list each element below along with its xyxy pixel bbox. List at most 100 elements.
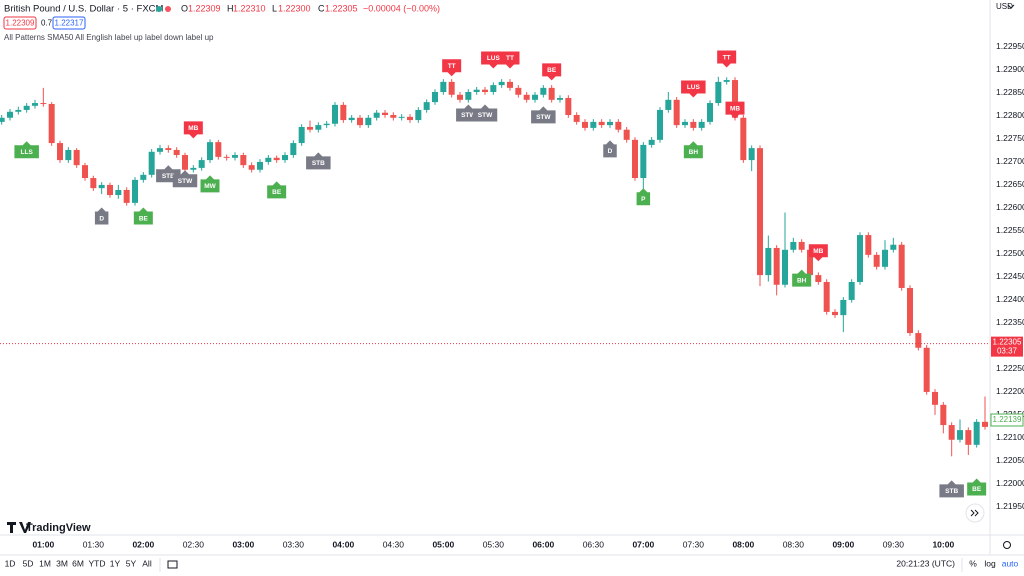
pattern-label-text: BH — [797, 277, 807, 284]
candle-body — [690, 121, 697, 128]
candle-body — [240, 155, 247, 166]
candle-body — [23, 105, 30, 110]
candle-body — [423, 102, 430, 110]
range-button[interactable]: 1D — [5, 558, 16, 568]
pattern-label — [172, 170, 198, 188]
candle-body — [573, 115, 580, 122]
candle-body — [582, 121, 588, 128]
candle-body — [257, 161, 263, 170]
candle-body — [340, 104, 347, 121]
candle-body — [48, 103, 55, 144]
currency-caret — [1007, 4, 1015, 9]
candle-body — [198, 160, 205, 168]
range-button[interactable]: 5D — [23, 558, 34, 568]
y-tick-label: 1.22100 — [996, 432, 1024, 442]
candle-body — [832, 311, 838, 316]
candle-body — [648, 139, 655, 145]
candle-body — [923, 347, 930, 392]
pattern-label-text: LUS — [687, 84, 701, 91]
pattern-label-text: LUS — [487, 55, 501, 62]
candle-body — [565, 97, 572, 116]
pattern-label — [717, 50, 737, 68]
y-tick-label: 1.22250 — [996, 363, 1024, 373]
pattern-label-text: TT — [506, 55, 514, 62]
candle-body — [965, 430, 972, 445]
x-tick-label: 06:30 — [583, 539, 605, 549]
candle-body — [907, 287, 913, 334]
pattern-label-text: STW — [461, 112, 476, 119]
candle-body — [940, 404, 947, 426]
y-tick-label: 1.22050 — [996, 455, 1024, 465]
pattern-label-text: P — [641, 196, 646, 203]
candle-body — [732, 80, 738, 118]
candle-body — [823, 281, 830, 312]
candle-body — [982, 421, 988, 427]
logo-text: TradingView — [26, 522, 91, 534]
pattern-label — [306, 152, 331, 170]
pattern-label-text: STW — [478, 112, 493, 119]
range-button[interactable]: 3M — [56, 558, 68, 568]
scroll-button[interactable] — [965, 503, 985, 523]
pattern-label — [133, 207, 153, 225]
candle-body — [682, 121, 688, 126]
candle-body — [65, 149, 72, 161]
candle-body — [7, 111, 13, 118]
x-tick-label: 02:30 — [183, 539, 205, 549]
date-range-icon[interactable] — [167, 560, 178, 569]
pattern-label — [481, 51, 506, 69]
buy-price: 1.22317 — [55, 19, 84, 28]
candle-body — [182, 155, 188, 170]
marker-label-box — [990, 413, 1024, 427]
y-tick-label: 1.22800 — [996, 110, 1024, 120]
ohlc-key: C — [318, 3, 325, 13]
range-button[interactable]: All — [142, 558, 152, 568]
candle-body — [507, 81, 513, 88]
y-tick-label: 1.22200 — [996, 386, 1024, 396]
candle-body — [473, 89, 480, 93]
clock: 20:21:23 (UTC) — [896, 558, 955, 568]
scroll-icon — [970, 509, 979, 517]
candle-body — [373, 112, 380, 118]
percent-toggle[interactable]: % — [969, 558, 977, 568]
candle-body — [607, 121, 613, 126]
buy-box[interactable] — [52, 16, 86, 30]
candle-body — [757, 148, 763, 276]
candle-body — [432, 92, 438, 103]
candle-body — [307, 126, 313, 130]
sell-box[interactable] — [3, 16, 37, 30]
currency: USD — [996, 2, 1013, 11]
candle-body — [790, 241, 797, 250]
log-toggle[interactable]: log — [984, 558, 996, 568]
candle-body — [673, 99, 680, 126]
candle-body — [815, 275, 822, 282]
pattern-label-text: STW — [536, 114, 551, 121]
auto-toggle[interactable]: auto — [1002, 558, 1019, 568]
candle-body — [840, 299, 847, 316]
candle-body — [957, 430, 963, 440]
pattern-label — [808, 244, 828, 262]
range-button[interactable]: YTD — [89, 558, 106, 568]
candle-body — [190, 167, 197, 170]
candle-body — [82, 165, 88, 179]
settings-icon[interactable] — [1003, 541, 1011, 549]
candle-body — [298, 126, 305, 144]
range-button[interactable]: 1Y — [110, 558, 121, 568]
pattern-label-text: MW — [204, 183, 216, 190]
candle-body — [523, 94, 530, 100]
pattern-label — [681, 80, 706, 98]
candle-body — [498, 81, 505, 86]
y-tick-label: 1.22700 — [996, 156, 1024, 166]
candle-body — [90, 178, 97, 189]
range-button[interactable]: 1M — [39, 558, 51, 568]
pattern-label-text: BH — [689, 149, 699, 156]
range-button[interactable]: 6M — [72, 558, 84, 568]
x-tick-label: 01:00 — [32, 539, 54, 549]
y-tick-label: 1.22600 — [996, 202, 1024, 212]
y-tick-label: 1.21950 — [996, 501, 1024, 511]
candle-body — [73, 149, 80, 166]
candle-body — [157, 148, 163, 152]
candle-body — [407, 116, 413, 121]
range-button[interactable]: 5Y — [126, 558, 137, 568]
candle-body — [465, 92, 472, 100]
pattern-label — [683, 141, 703, 159]
